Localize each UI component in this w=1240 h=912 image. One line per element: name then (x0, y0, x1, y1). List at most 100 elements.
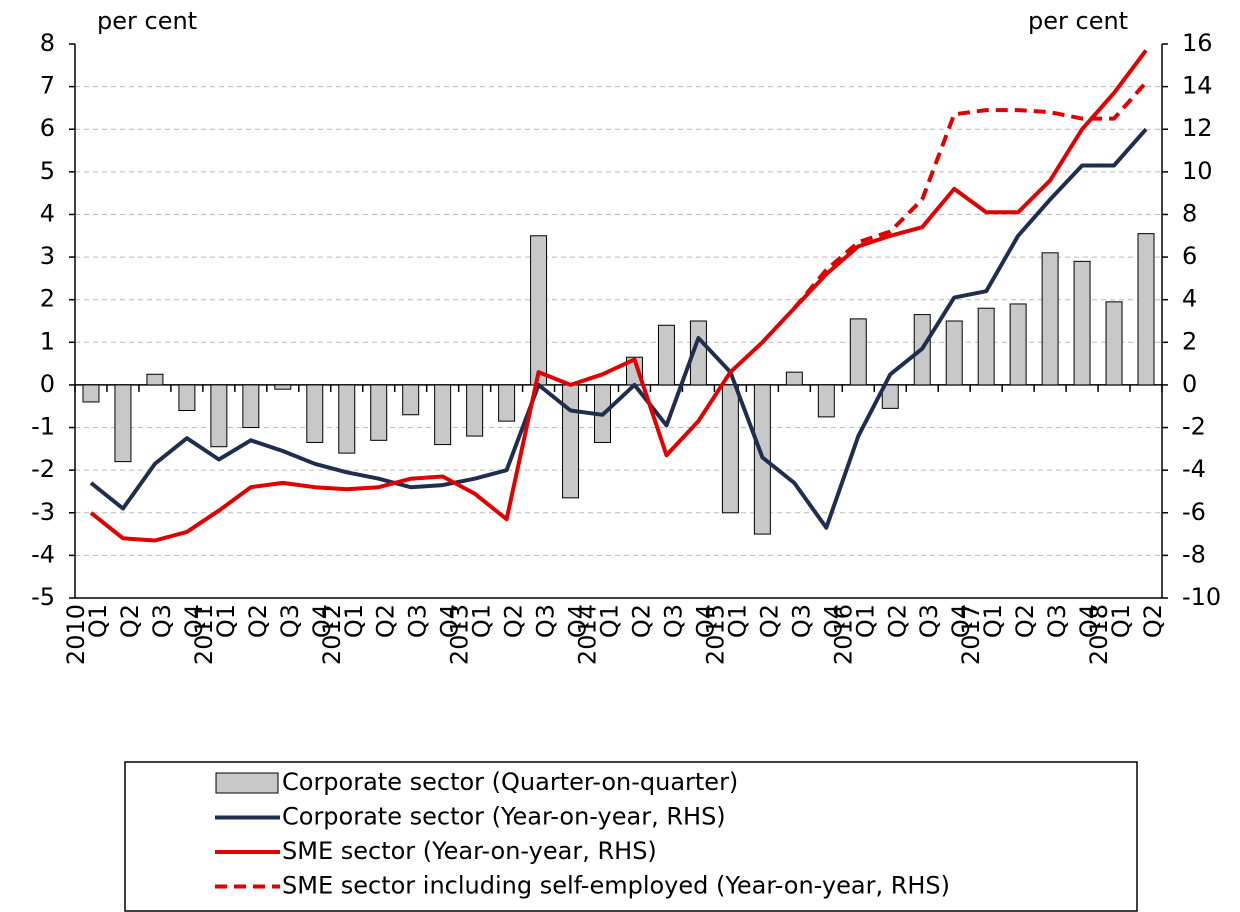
x-tick-label: Q1 (468, 604, 496, 638)
y-tick-label: 1 (40, 327, 55, 355)
bar (881, 384, 899, 409)
y2-tick-label: -4 (1182, 455, 1206, 483)
x-tick-label: Q2 (500, 604, 528, 638)
bar (178, 384, 196, 411)
x-tick-label: Q2 (1011, 604, 1039, 638)
x-tick-label: Q2 (116, 604, 144, 638)
bar (242, 384, 260, 429)
x-tick-label: Q4 (308, 604, 336, 638)
y2-tick-label: -10 (1182, 583, 1221, 611)
line (89, 49, 1148, 543)
legend-label: Corporate sector (Year-on-year, RHS) (282, 803, 726, 831)
x-tick-label: Q1 (84, 604, 112, 638)
x-tick-label: Q1 (212, 604, 240, 638)
legend-label: SME sector including self-employed (Year… (282, 872, 950, 900)
legend-swatch (215, 772, 279, 794)
bar (146, 373, 164, 386)
x-tick-label: Q1 (723, 604, 751, 638)
y2-tick-label: 6 (1182, 242, 1197, 270)
bar (689, 320, 707, 386)
y2-tick-label: 4 (1182, 285, 1197, 313)
bar (1009, 303, 1027, 386)
year-label: 2014 (574, 604, 602, 665)
x-tick-label: Q4 (947, 604, 975, 638)
y-tick-label: -3 (31, 498, 55, 526)
y2-tick-label: 10 (1182, 157, 1213, 185)
bar (434, 384, 452, 446)
bar (1073, 260, 1091, 386)
bar (1137, 233, 1155, 386)
x-tick-label: Q1 (596, 604, 624, 638)
y-tick-label: 3 (40, 242, 55, 270)
x-tick-label: Q1 (1107, 604, 1135, 638)
x-tick-label: Q3 (1043, 604, 1071, 638)
bar (498, 384, 516, 422)
year-label: 2013 (446, 604, 474, 665)
y-tick-label: -4 (31, 540, 55, 568)
bar (210, 384, 228, 448)
x-tick-label: Q1 (340, 604, 368, 638)
bar (402, 384, 420, 416)
legend-label: SME sector (Year-on-year, RHS) (282, 837, 657, 865)
year-label: 2012 (318, 604, 346, 665)
y2-tick-label: -2 (1182, 413, 1206, 441)
y2-axis-label: per cent (1028, 7, 1128, 35)
year-label: 2011 (190, 604, 218, 665)
bar (274, 384, 292, 390)
x-tick-label: Q3 (915, 604, 943, 638)
year-label: 2018 (1085, 604, 1113, 665)
x-tick-label: Q4 (436, 604, 464, 638)
bar (977, 307, 995, 386)
bar (657, 324, 675, 386)
bar (1105, 301, 1123, 386)
year-label: 2015 (701, 604, 729, 665)
y-tick-label: 4 (40, 199, 55, 227)
y-tick-label: 5 (40, 157, 55, 185)
legend-label: Corporate sector (Quarter-on-quarter) (282, 768, 738, 796)
y-tick-label: -1 (31, 413, 55, 441)
x-tick-label: Q4 (564, 604, 592, 638)
line (89, 127, 1148, 530)
bar (817, 384, 835, 418)
bar (562, 384, 580, 499)
x-tick-label: Q3 (787, 604, 815, 638)
x-tick-label: Q3 (276, 604, 304, 638)
line (792, 81, 1148, 310)
x-tick-label: Q2 (755, 604, 783, 638)
x-tick-label: Q3 (404, 604, 432, 638)
bar (114, 384, 132, 463)
x-tick-label: Q3 (659, 604, 687, 638)
x-tick-label: Q4 (1075, 604, 1103, 638)
x-tick-label: Q2 (627, 604, 655, 638)
year-label: 2016 (829, 604, 857, 665)
x-tick-label: Q2 (1139, 604, 1167, 638)
y2-tick-label: 2 (1182, 327, 1197, 355)
bar (370, 384, 388, 441)
year-label: 2017 (957, 604, 985, 665)
x-tick-label: Q2 (372, 604, 400, 638)
bar (466, 384, 484, 437)
year-label: 2010 (62, 604, 90, 665)
bar (721, 384, 739, 514)
bar (338, 384, 356, 454)
bar (530, 235, 548, 386)
y-axis-label: per cent (97, 7, 197, 35)
x-tick-label: Q2 (244, 604, 272, 638)
y2-tick-label: 12 (1182, 114, 1213, 142)
x-tick-label: Q4 (180, 604, 208, 638)
y-tick-label: 6 (40, 114, 55, 142)
y-tick-label: 2 (40, 285, 55, 313)
bar (849, 318, 867, 386)
bar (1041, 252, 1059, 386)
bar (82, 384, 100, 403)
y2-tick-label: 14 (1182, 72, 1213, 100)
y-tick-label: 8 (40, 29, 55, 57)
x-tick-label: Q4 (819, 604, 847, 638)
y-tick-label: 7 (40, 72, 55, 100)
y2-tick-label: 0 (1182, 370, 1197, 398)
bar (945, 320, 963, 386)
y2-tick-label: 8 (1182, 199, 1197, 227)
x-tick-label: Q4 (691, 604, 719, 638)
legend-box (124, 761, 1138, 912)
